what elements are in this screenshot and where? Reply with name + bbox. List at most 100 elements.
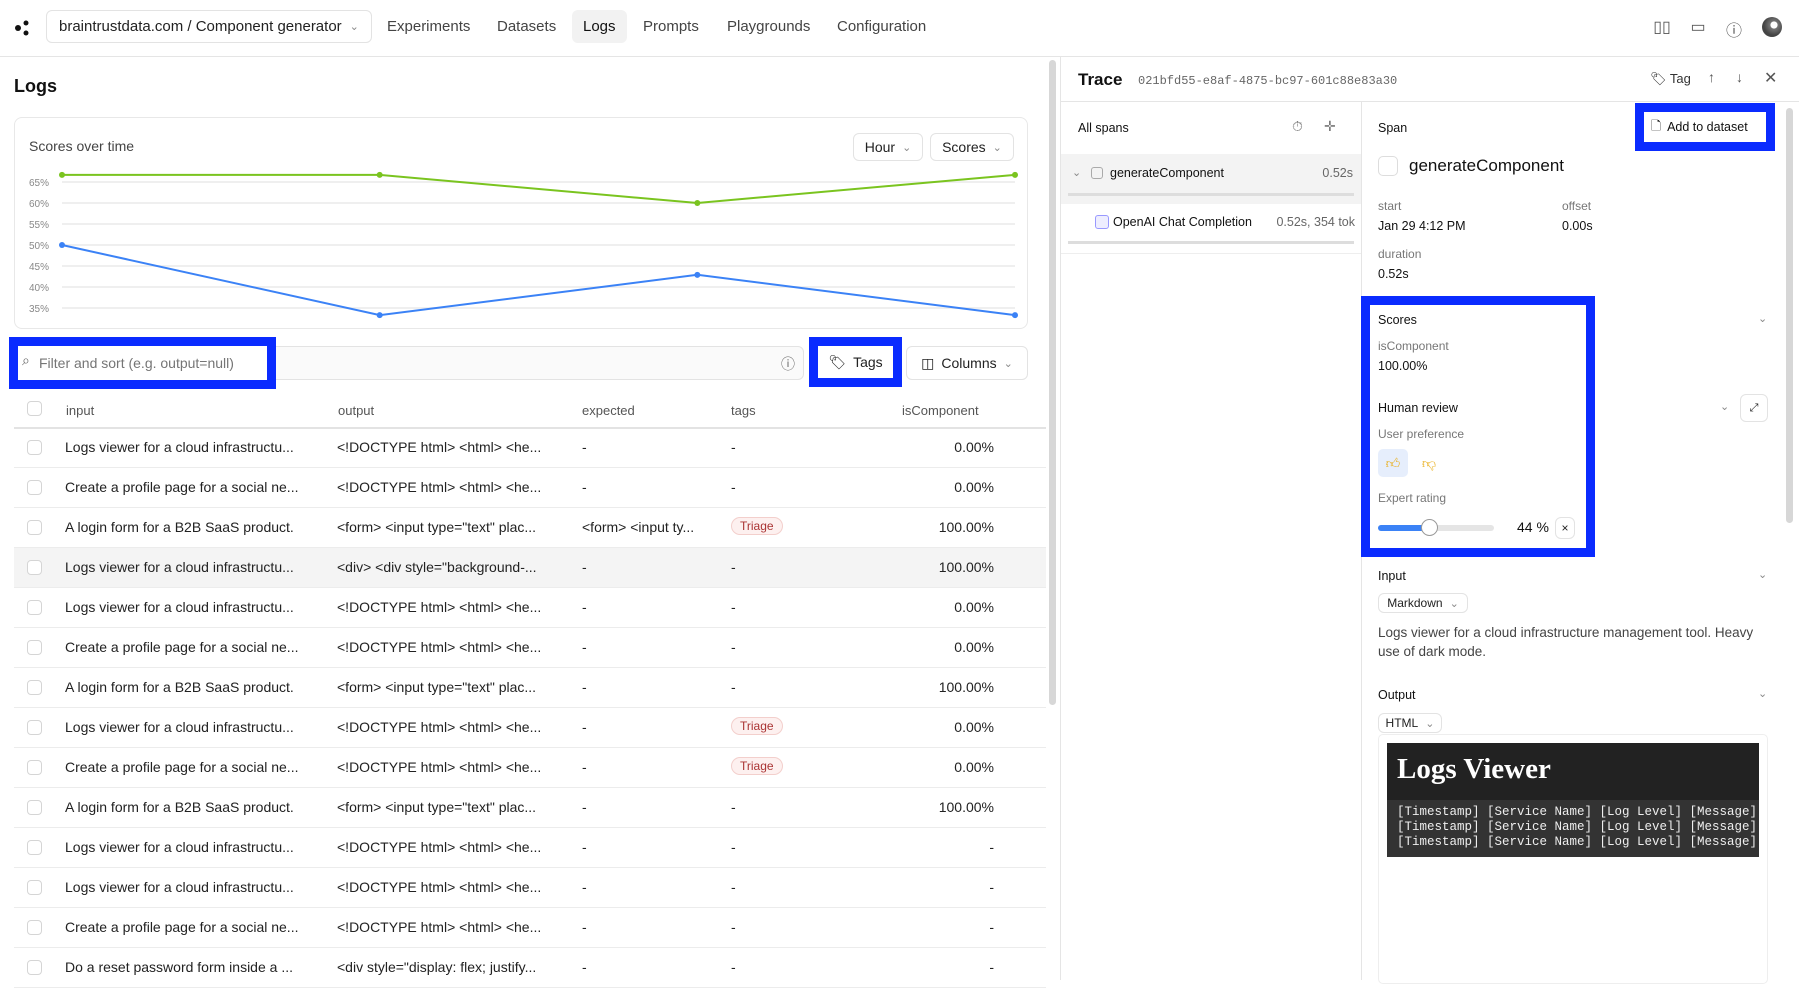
- score-value: 100.00%: [1378, 359, 1428, 373]
- tags-highlight: 🏷︎ Tags: [809, 337, 902, 387]
- table-row[interactable]: Do a reset password form inside a ... <di…: [14, 948, 1046, 988]
- table-row[interactable]: Create a profile page for a social ne...…: [14, 748, 1046, 788]
- row-checkbox[interactable]: [27, 600, 42, 615]
- span-row[interactable]: OpenAI Chat Completion 0.52s, 354 tok: [1061, 204, 1361, 254]
- table-row[interactable]: Logs viewer for a cloud infrastructu... <…: [14, 588, 1046, 628]
- thumbs-down-icon[interactable]: 👎︎: [1421, 455, 1437, 471]
- feedback-chat-icon[interactable]: ▭: [1690, 19, 1706, 36]
- tags-button[interactable]: 🏷︎ Tags: [818, 346, 893, 378]
- table-row[interactable]: Logs viewer for a cloud infrastructu... <…: [14, 868, 1046, 908]
- row-checkbox[interactable]: [27, 880, 42, 895]
- row-checkbox[interactable]: [27, 560, 42, 575]
- row-checkbox[interactable]: [27, 480, 42, 495]
- chevron-down-icon[interactable]: ⌄: [1072, 167, 1082, 179]
- cell-iscomponent: 0.00%: [954, 759, 994, 775]
- nav-playgrounds[interactable]: Playgrounds: [727, 18, 811, 35]
- span-title: generateComponent: [1409, 156, 1565, 175]
- col-header-expected[interactable]: expected: [582, 402, 635, 418]
- crosshair-icon[interactable]: ✛: [1324, 118, 1336, 134]
- cell-expected: -: [582, 559, 587, 575]
- span-row-selected[interactable]: ⌄ generateComponent 0.52s: [1061, 154, 1361, 204]
- col-header-iscomponent[interactable]: isComponent: [902, 402, 979, 418]
- row-checkbox[interactable]: [27, 960, 42, 975]
- cell-expected: -: [582, 479, 587, 495]
- avatar[interactable]: [1762, 17, 1782, 37]
- cell-iscomponent: -: [989, 839, 994, 855]
- cell-iscomponent: 100.00%: [938, 679, 994, 695]
- filter-highlight: ⌕: [9, 337, 276, 389]
- table-row[interactable]: A login form for a B2B SaaS product. <for…: [14, 508, 1046, 548]
- braintrust-logo-icon[interactable]: [14, 18, 34, 38]
- output-format: HTML: [1385, 716, 1419, 730]
- table-row[interactable]: Logs viewer for a cloud infrastructu... <…: [14, 708, 1046, 748]
- cell-input: Logs viewer for a cloud infrastructu...: [65, 879, 294, 895]
- nav-datasets[interactable]: Datasets: [497, 18, 557, 35]
- right-scrollbar[interactable]: [1786, 108, 1793, 523]
- table-row[interactable]: Logs viewer for a cloud infrastructu... <…: [14, 828, 1046, 868]
- input-format-select[interactable]: Markdown ⌄: [1378, 593, 1468, 613]
- timer-icon[interactable]: ⏱︎: [1292, 118, 1303, 134]
- output-format-select[interactable]: HTML ⌄: [1378, 713, 1442, 733]
- row-checkbox[interactable]: [27, 760, 42, 775]
- help-icon[interactable]: ⓘ: [1725, 23, 1742, 40]
- data-point: [1012, 312, 1018, 319]
- tag-button[interactable]: 🏷︎ Tag: [1650, 71, 1691, 87]
- filter-input[interactable]: [39, 350, 264, 376]
- chevron-down-icon[interactable]: ⌄: [1758, 569, 1768, 581]
- table-row[interactable]: Logs viewer for a cloud infrastructu... <…: [14, 428, 1046, 468]
- columns-button[interactable]: ◫ Columns ⌄: [906, 346, 1028, 380]
- row-checkbox[interactable]: [27, 520, 42, 535]
- left-scrollbar[interactable]: [1049, 60, 1056, 705]
- row-checkbox[interactable]: [27, 640, 42, 655]
- nav-experiments[interactable]: Experiments: [387, 18, 471, 35]
- expert-rating-slider[interactable]: [1378, 519, 1494, 536]
- cell-tags: -: [731, 639, 736, 655]
- search-icon: ⌕: [22, 352, 30, 368]
- tag-label: Tag: [1669, 71, 1691, 86]
- project-selector[interactable]: braintrustdata.com / Component generator…: [46, 10, 372, 43]
- cell-expected: -: [582, 919, 587, 935]
- select-all-checkbox[interactable]: [27, 401, 42, 416]
- row-checkbox[interactable]: [27, 800, 42, 815]
- table-row[interactable]: Logs viewer for a cloud infrastructu... <…: [14, 548, 1046, 588]
- col-header-tags[interactable]: tags: [731, 402, 756, 418]
- expand-icon[interactable]: ⤢: [1740, 394, 1768, 422]
- add-to-dataset-button[interactable]: 🗋 Add to dataset: [1644, 112, 1766, 142]
- metric-select[interactable]: Scores ⌄: [930, 133, 1014, 161]
- nav-configuration[interactable]: Configuration: [837, 18, 927, 35]
- chevron-down-icon[interactable]: ⌄: [1758, 688, 1768, 700]
- cell-iscomponent: -: [989, 879, 994, 895]
- chevron-down-icon[interactable]: ⌄: [1720, 401, 1730, 413]
- table-row[interactable]: Create a profile page for a social ne...…: [14, 628, 1046, 668]
- cell-iscomponent: 100.00%: [938, 559, 994, 575]
- table-row[interactable]: A login form for a B2B SaaS product. <for…: [14, 668, 1046, 708]
- nav-prompts[interactable]: Prompts: [643, 18, 699, 35]
- data-point: [59, 242, 65, 248]
- chevron-down-icon[interactable]: ⌄: [1758, 313, 1768, 325]
- col-header-input[interactable]: input: [66, 402, 95, 418]
- row-checkbox[interactable]: [27, 680, 42, 695]
- table-row[interactable]: Create a profile page for a social ne...…: [14, 908, 1046, 948]
- thumbs-up-icon[interactable]: 👍︎: [1378, 449, 1408, 477]
- table-row[interactable]: A login form for a B2B SaaS product. <for…: [14, 788, 1046, 828]
- table-row[interactable]: Create a profile page for a social ne...…: [14, 468, 1046, 508]
- row-checkbox[interactable]: [27, 920, 42, 935]
- interval-select[interactable]: Hour ⌄: [853, 133, 923, 161]
- preview-line: [Timestamp] [Service Name] [Log Level] […: [1397, 820, 1758, 834]
- col-header-output[interactable]: output: [338, 402, 375, 418]
- row-checkbox[interactable]: [27, 440, 42, 455]
- cell-iscomponent: 0.00%: [954, 439, 994, 455]
- row-checkbox[interactable]: [27, 720, 42, 735]
- docs-book-icon[interactable]: ▯▯: [1653, 19, 1671, 36]
- row-checkbox[interactable]: [27, 840, 42, 855]
- cell-input: Do a reset password form inside a ...: [65, 959, 293, 975]
- slider-handle[interactable]: [1421, 519, 1439, 536]
- arrow-down-icon[interactable]: ↓: [1736, 69, 1743, 85]
- clear-rating-button[interactable]: ×: [1555, 517, 1575, 539]
- help-circle-icon[interactable]: ⓘ: [781, 356, 795, 372]
- arrow-up-icon[interactable]: ↑: [1708, 69, 1715, 85]
- nav-logs[interactable]: Logs: [572, 10, 627, 43]
- close-icon[interactable]: ✕: [1764, 70, 1778, 87]
- span-meta: 0.52s, 354 tok: [1276, 215, 1355, 229]
- cell-expected: -: [582, 599, 587, 615]
